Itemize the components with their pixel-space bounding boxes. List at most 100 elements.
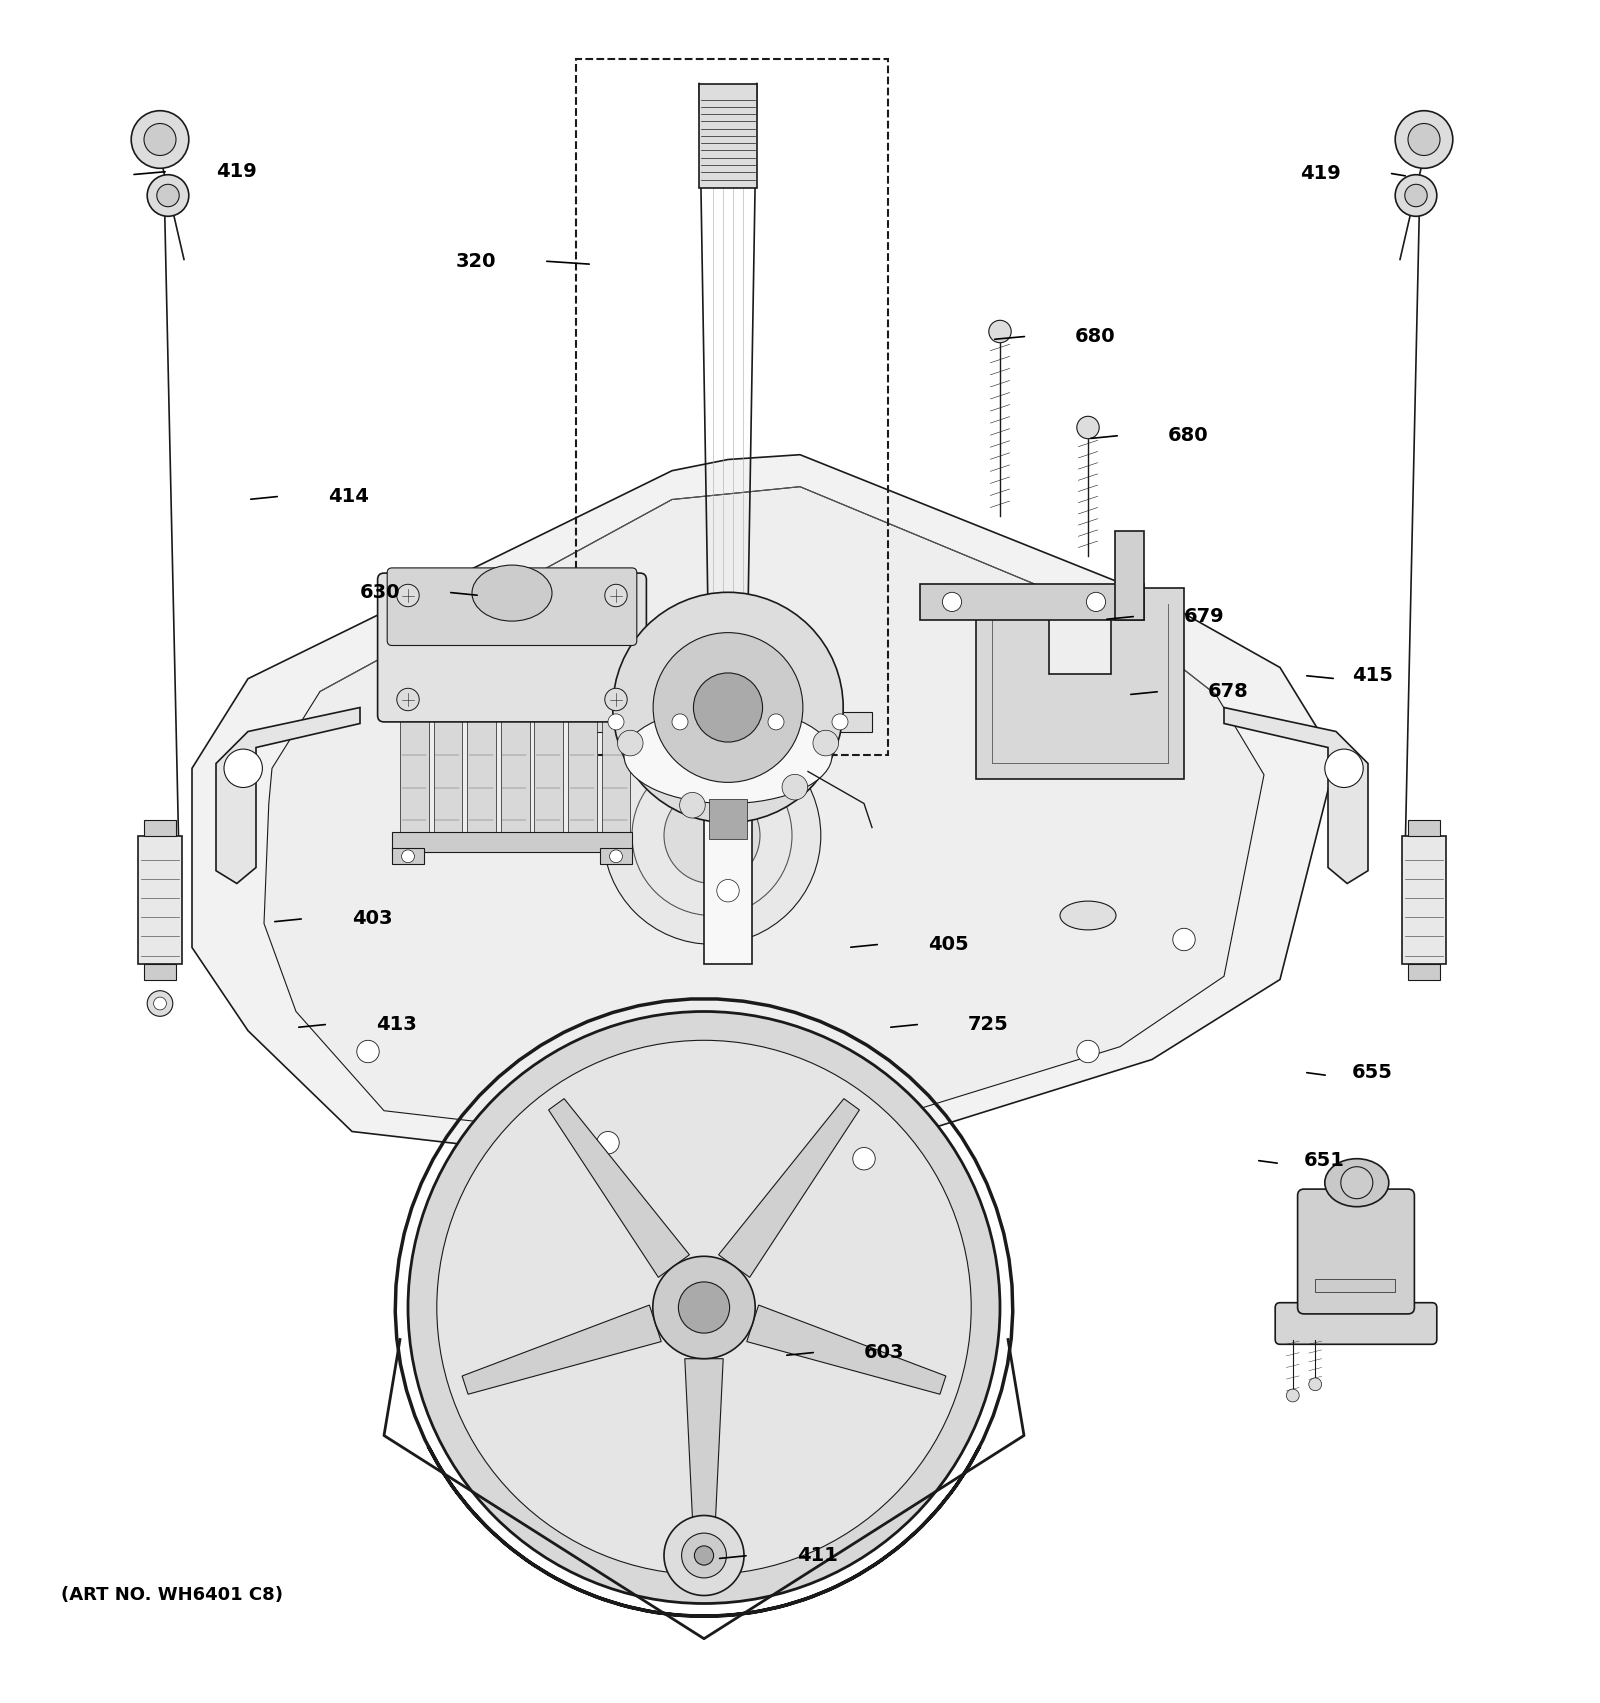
Ellipse shape bbox=[1059, 901, 1117, 930]
Circle shape bbox=[832, 714, 848, 731]
Circle shape bbox=[682, 1533, 726, 1579]
Polygon shape bbox=[685, 1359, 723, 1558]
Text: 419: 419 bbox=[1301, 163, 1341, 182]
Bar bbox=[1115, 531, 1144, 620]
Circle shape bbox=[664, 787, 760, 884]
Circle shape bbox=[144, 124, 176, 155]
Text: 403: 403 bbox=[352, 909, 392, 928]
Polygon shape bbox=[680, 659, 776, 691]
Text: 415: 415 bbox=[1352, 666, 1394, 685]
Bar bbox=[392, 848, 424, 865]
Circle shape bbox=[618, 731, 643, 756]
Circle shape bbox=[1408, 124, 1440, 155]
FancyBboxPatch shape bbox=[387, 567, 637, 645]
Text: 680: 680 bbox=[1168, 426, 1208, 444]
FancyBboxPatch shape bbox=[378, 574, 646, 722]
Text: 680: 680 bbox=[1075, 327, 1115, 346]
Text: 413: 413 bbox=[376, 1015, 416, 1034]
Ellipse shape bbox=[624, 707, 832, 804]
Circle shape bbox=[942, 593, 962, 611]
Circle shape bbox=[693, 673, 763, 743]
Circle shape bbox=[1325, 749, 1363, 787]
Text: 725: 725 bbox=[968, 1015, 1008, 1034]
Circle shape bbox=[694, 1546, 714, 1565]
Circle shape bbox=[1086, 593, 1106, 611]
Bar bbox=[600, 848, 632, 865]
Polygon shape bbox=[1224, 707, 1368, 884]
Text: 411: 411 bbox=[797, 1546, 838, 1565]
Bar bbox=[144, 964, 176, 979]
FancyBboxPatch shape bbox=[1275, 1303, 1437, 1344]
Ellipse shape bbox=[1325, 1158, 1389, 1207]
Text: 405: 405 bbox=[928, 935, 968, 954]
Polygon shape bbox=[976, 588, 1184, 780]
Ellipse shape bbox=[472, 565, 552, 622]
Bar bbox=[704, 756, 752, 964]
Circle shape bbox=[597, 1131, 619, 1155]
Circle shape bbox=[357, 1041, 379, 1063]
Bar bbox=[920, 584, 1144, 620]
Circle shape bbox=[131, 111, 189, 169]
Circle shape bbox=[608, 714, 624, 731]
Circle shape bbox=[147, 175, 189, 216]
Circle shape bbox=[157, 184, 179, 206]
Circle shape bbox=[613, 593, 843, 823]
Polygon shape bbox=[264, 487, 1264, 1156]
Circle shape bbox=[664, 1516, 744, 1596]
Circle shape bbox=[605, 584, 627, 606]
Bar bbox=[138, 836, 182, 964]
Circle shape bbox=[1341, 1167, 1373, 1199]
Bar bbox=[1402, 836, 1446, 964]
Circle shape bbox=[224, 749, 262, 787]
Polygon shape bbox=[718, 1098, 859, 1277]
Circle shape bbox=[603, 727, 821, 943]
Bar bbox=[709, 799, 747, 838]
Circle shape bbox=[397, 584, 419, 606]
Circle shape bbox=[1395, 111, 1453, 169]
Text: 320: 320 bbox=[456, 252, 496, 271]
Circle shape bbox=[813, 731, 838, 756]
Circle shape bbox=[1395, 175, 1437, 216]
Bar bbox=[501, 715, 530, 836]
Circle shape bbox=[680, 792, 706, 817]
Text: 655: 655 bbox=[1352, 1063, 1394, 1081]
Polygon shape bbox=[462, 1304, 661, 1395]
Bar bbox=[602, 715, 630, 836]
Bar bbox=[699, 83, 757, 187]
Circle shape bbox=[154, 996, 166, 1010]
Circle shape bbox=[1286, 1390, 1299, 1402]
Circle shape bbox=[605, 688, 627, 710]
Circle shape bbox=[1173, 928, 1195, 950]
Bar bbox=[584, 712, 872, 732]
Circle shape bbox=[1309, 1378, 1322, 1391]
Polygon shape bbox=[192, 455, 1336, 1180]
Circle shape bbox=[1405, 184, 1427, 206]
Circle shape bbox=[610, 850, 622, 863]
Text: 414: 414 bbox=[328, 487, 370, 506]
Bar bbox=[1408, 964, 1440, 979]
Bar bbox=[1408, 819, 1440, 836]
Text: (ART NO. WH6401 C8): (ART NO. WH6401 C8) bbox=[61, 1587, 283, 1604]
Polygon shape bbox=[747, 1304, 946, 1395]
Circle shape bbox=[1077, 1041, 1099, 1063]
Circle shape bbox=[437, 1041, 971, 1575]
Polygon shape bbox=[216, 707, 360, 884]
Circle shape bbox=[397, 688, 419, 710]
Circle shape bbox=[678, 1282, 730, 1333]
Text: 679: 679 bbox=[1184, 606, 1224, 625]
Circle shape bbox=[653, 632, 803, 782]
Circle shape bbox=[402, 850, 414, 863]
Text: 651: 651 bbox=[1304, 1151, 1346, 1170]
Circle shape bbox=[672, 714, 688, 731]
Circle shape bbox=[408, 1012, 1000, 1604]
Bar bbox=[1315, 1279, 1395, 1291]
Bar bbox=[434, 715, 462, 836]
Bar bbox=[392, 833, 632, 852]
Circle shape bbox=[768, 714, 784, 731]
Bar bbox=[534, 715, 563, 836]
FancyBboxPatch shape bbox=[1298, 1189, 1414, 1315]
Text: 630: 630 bbox=[360, 582, 400, 601]
Text: 603: 603 bbox=[864, 1342, 904, 1362]
Circle shape bbox=[853, 1148, 875, 1170]
Circle shape bbox=[717, 879, 739, 903]
